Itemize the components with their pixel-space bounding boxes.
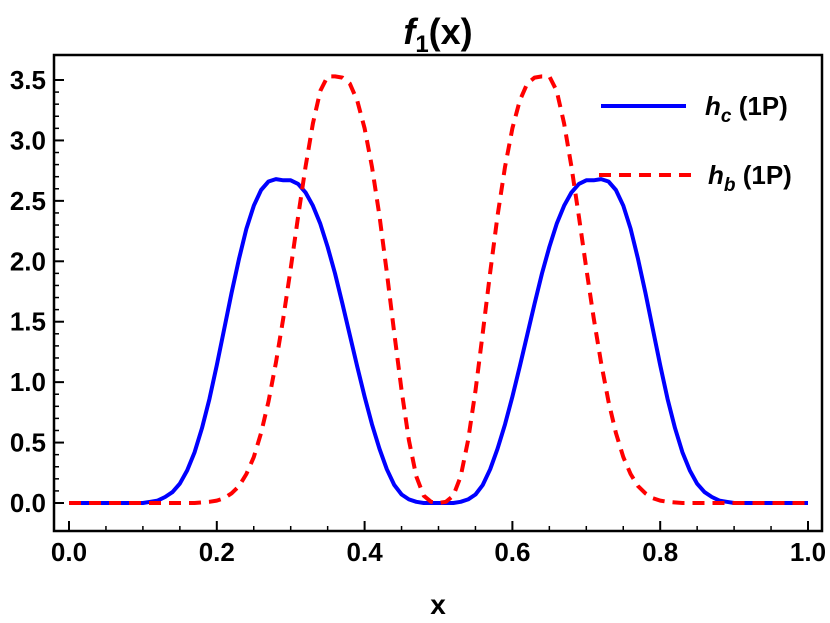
legend-suffix: (1P)	[731, 91, 787, 121]
y-tick-label: 1.5	[10, 307, 46, 337]
chart-title: f1(x)	[403, 11, 472, 58]
x-axis-label: x	[430, 589, 446, 620]
x-tick-label: 0.0	[51, 537, 87, 567]
legend-entry-c: hc (1P)	[705, 91, 788, 127]
chart-title-suffix: (x)	[429, 11, 473, 52]
ticks-layer: 0.0 0.2 0.4 0.6 0.8 1.0 0.0 0.5 1.0 1.5 2.0 2.5 3.0 3…	[10, 65, 826, 567]
legend-subscript: c	[721, 106, 732, 127]
x-tick-label: 0.4	[347, 537, 384, 567]
y-tick-label: 0.5	[10, 428, 46, 458]
legend-name: h	[705, 91, 721, 121]
y-tick-label: 3.5	[10, 65, 46, 95]
series-layer	[69, 74, 808, 505]
legend: hc (1P)hb (1P)	[599, 91, 792, 196]
x-tick-label: 1.0	[790, 537, 826, 567]
chart-title-subscript: 1	[415, 31, 428, 58]
plot-frame	[52, 53, 824, 533]
x-tick-label: 0.6	[494, 537, 530, 567]
legend-entry-b: hb (1P)	[708, 160, 792, 196]
y-tick-label: 1.0	[10, 367, 46, 397]
legend-name: h	[708, 160, 724, 190]
chart-title-main: f	[403, 11, 418, 52]
y-tick-label: 2.5	[10, 186, 46, 216]
y-tick-label: 0.0	[10, 488, 46, 518]
y-tick-label: 2.0	[10, 246, 46, 276]
series-line-h-c	[69, 177, 808, 505]
legend-suffix: (1P)	[736, 160, 792, 190]
x-tick-label: 0.2	[199, 537, 235, 567]
y-tick-label: 3.0	[10, 125, 46, 155]
legend-subscript: b	[724, 175, 736, 196]
x-tick-label: 0.8	[642, 537, 678, 567]
series-line-h-b	[69, 74, 808, 505]
